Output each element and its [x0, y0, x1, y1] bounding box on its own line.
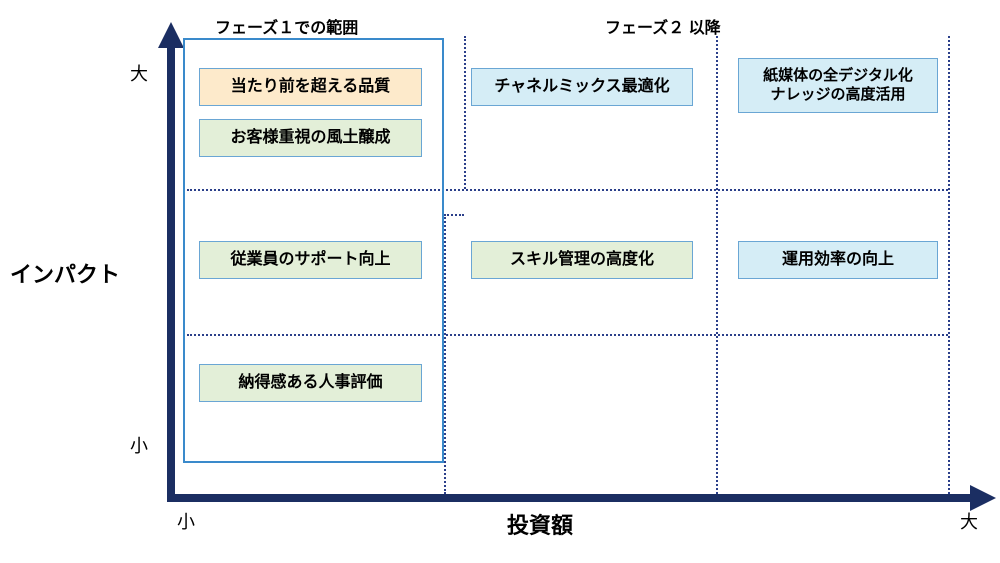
gridline-v3 [948, 36, 950, 494]
item-skill: スキル管理の高度化 [471, 241, 693, 279]
x-tick-high: 大 [960, 508, 978, 534]
item-efficiency: 運用効率の向上 [738, 241, 938, 279]
gridline-v2 [716, 36, 718, 494]
y-tick-high: 大 [130, 60, 148, 86]
gridline-v1-lower [444, 214, 446, 494]
y-axis-label: インパクト [10, 257, 120, 289]
item-support: 従業員のサポート向上 [199, 241, 422, 279]
item-quality: 当たり前を超える品質 [199, 68, 422, 106]
y-axis-arrowhead [158, 22, 184, 48]
gridline-v1-upper [464, 36, 466, 189]
x-tick-low: 小 [177, 508, 195, 534]
header-phase1: フェーズ１での範囲 [215, 14, 358, 38]
gridline-v1-step [444, 214, 464, 216]
header-phase2: フェーズ２ 以降 [605, 14, 721, 38]
x-axis-label: 投資額 [507, 508, 573, 540]
diagram-stage: { "canvas": { "width": 1000, "height": 5… [0, 0, 1000, 563]
y-axis [167, 44, 175, 502]
y-tick-low: 小 [130, 432, 148, 458]
item-channel: チャネルミックス最適化 [471, 68, 693, 106]
item-hr: 納得感ある人事評価 [199, 364, 422, 402]
item-culture: お客様重視の風土醸成 [199, 119, 422, 157]
x-axis [167, 494, 974, 502]
item-paper: 紙媒体の全デジタル化 ナレッジの高度活用 [738, 58, 938, 113]
